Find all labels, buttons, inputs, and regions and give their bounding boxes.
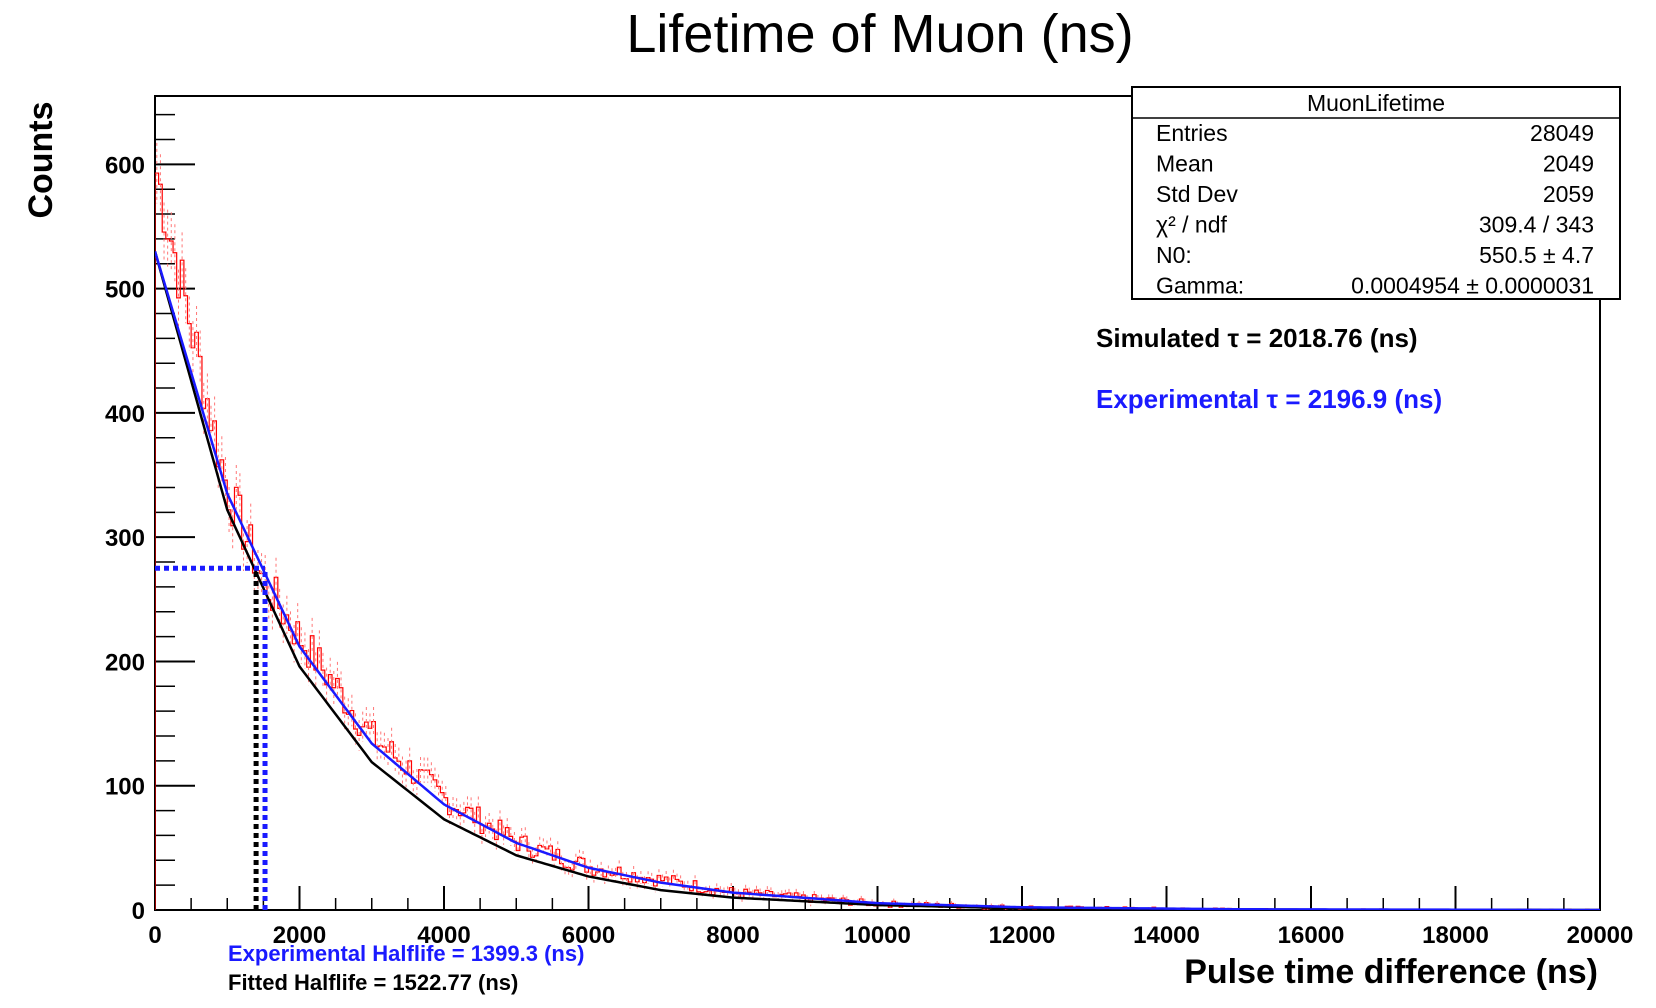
x-tick-label: 4000 xyxy=(417,922,470,949)
y-axis-title: Counts xyxy=(22,101,60,218)
x-tick-label: 12000 xyxy=(989,922,1056,949)
stats-row-label: N0: xyxy=(1156,242,1192,268)
x-tick-label: 18000 xyxy=(1422,922,1489,949)
x-tick-label: 8000 xyxy=(706,922,759,949)
stats-row-label: χ² / ndf xyxy=(1156,212,1227,238)
x-tick-label: 16000 xyxy=(1278,922,1345,949)
experimental-tau-label: Experimental τ = 2196.9 (ns) xyxy=(1096,384,1442,414)
x-axis-title: Pulse time difference (ns) xyxy=(1184,953,1598,991)
stats-row-value: 0.0004954 ± 0.0000031 xyxy=(1351,273,1594,299)
histogram-error-bars xyxy=(156,142,1021,910)
stats-row-value: 309.4 / 343 xyxy=(1479,212,1594,238)
stats-row-value: 2049 xyxy=(1543,151,1594,177)
x-tick-label: 14000 xyxy=(1133,922,1200,949)
y-tick-label: 300 xyxy=(105,525,145,552)
y-tick-label: 0 xyxy=(132,898,145,925)
experimental-halflife-label: Experimental Halflife = 1399.3 (ns) xyxy=(228,941,584,966)
y-tick-label: 100 xyxy=(105,774,145,801)
x-tick-label: 6000 xyxy=(562,922,615,949)
chart-title: Lifetime of Muon (ns) xyxy=(626,4,1133,64)
stats-row-label: Mean xyxy=(1156,151,1214,177)
stats-box-title: MuonLifetime xyxy=(1307,90,1445,116)
y-axis: 0 100 200 300 400 500 600 xyxy=(105,113,195,925)
x-tick-label: 20000 xyxy=(1567,922,1634,949)
x-tick-label: 10000 xyxy=(844,922,911,949)
y-tick-label: 200 xyxy=(105,649,145,676)
stats-row-value: 2059 xyxy=(1543,181,1594,207)
stats-row-label: Entries xyxy=(1156,120,1228,146)
stats-row-label: Gamma: xyxy=(1156,273,1244,299)
stats-box: MuonLifetime Entries 28049 Mean 2049 Std Dev… xyxy=(1131,86,1621,300)
halflife-guides xyxy=(155,565,268,910)
fitted-halflife-label: Fitted Halflife = 1522.77 (ns) xyxy=(228,970,518,995)
y-tick-label: 400 xyxy=(105,401,145,428)
stats-row-value: 550.5 ± 4.7 xyxy=(1479,242,1594,268)
y-tick-label: 600 xyxy=(105,152,145,179)
simulated-tau-label: Simulated τ = 2018.76 (ns) xyxy=(1096,323,1418,353)
x-tick-label: 0 xyxy=(148,922,161,949)
x-tick-label: 2000 xyxy=(273,922,326,949)
stats-row-value: 28049 xyxy=(1530,120,1594,146)
x-axis: 0 2000 4000 6000 8000 10000 12000 14000 16000 180… xyxy=(148,886,1633,949)
y-tick-label: 500 xyxy=(105,277,145,304)
experimental-fit-curve xyxy=(155,250,1600,910)
stats-row-label: Std Dev xyxy=(1156,181,1238,207)
